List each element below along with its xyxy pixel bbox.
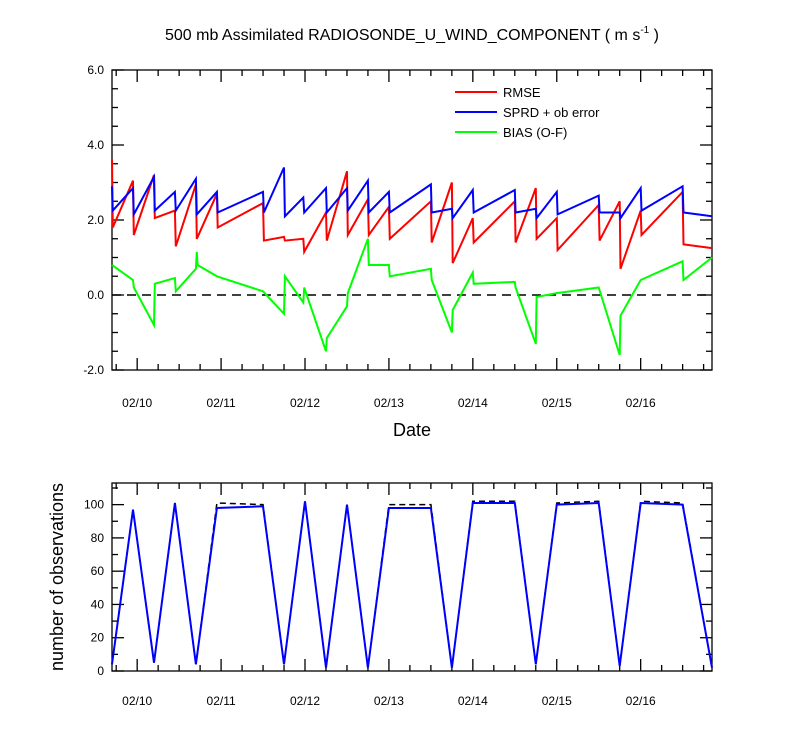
bottom-y-tick-label: 60 xyxy=(91,564,105,578)
top-x-tick-label: 02/10 xyxy=(122,396,152,410)
bottom-x-tick-label: 02/14 xyxy=(458,694,488,708)
series-line-rmse xyxy=(111,159,713,270)
top-y-tick-label: -2.0 xyxy=(83,363,104,377)
top-x-tick-label: 02/11 xyxy=(207,396,236,410)
bottom-x-tick-label: 02/10 xyxy=(122,694,152,708)
bottom-x-tick-label: 02/13 xyxy=(374,694,404,708)
top-x-tick-label: 02/16 xyxy=(626,396,656,410)
bottom-y-tick-label: 20 xyxy=(91,631,105,645)
bottom-plot-panel: 02/10 02/11 02/12 02/13 02/14 02/15 02/16 0 20 40… xyxy=(84,482,713,708)
top-y-tick-label: 2.0 xyxy=(87,213,104,227)
top-x-tick-label: 02/12 xyxy=(290,396,320,410)
top-y-tick-label: 4.0 xyxy=(87,138,104,152)
bottom-y-tick-label: 40 xyxy=(91,597,105,611)
bottom-x-tick-label: 02/12 xyxy=(290,694,320,708)
top-plot-panel: 02/10 02/11 02/12 02/13 02/14 02/15 02/16 -2.0 0… xyxy=(83,63,713,410)
top-y-tick-label: 0.0 xyxy=(87,288,104,302)
y-axis-title-observations: number of observations xyxy=(47,483,67,671)
series-line-sprd-ob-error xyxy=(111,167,713,221)
legend-label: RMSE xyxy=(503,85,541,100)
bottom-y-tick-label: 80 xyxy=(91,531,105,545)
top-x-tick-label: 02/14 xyxy=(458,396,488,410)
top-x-tick-label: 02/15 xyxy=(542,396,572,410)
series-line-used xyxy=(111,501,713,668)
chart-title: 500 mb Assimilated RADIOSONDE_U_WIND_COM… xyxy=(165,25,659,44)
top-y-tick-label: 6.0 xyxy=(87,63,104,77)
top-x-tick-label: 02/13 xyxy=(374,396,404,410)
top-plot-frame xyxy=(111,69,713,371)
legend-label: BIAS (O-F) xyxy=(503,125,567,140)
x-axis-title: Date xyxy=(393,420,431,440)
legend-label: SPRD + ob error xyxy=(503,105,600,120)
legend: RMSE SPRD + ob error BIAS (O-F) xyxy=(455,85,600,140)
bottom-x-tick-label: 02/16 xyxy=(626,694,656,708)
series-line-bias-o-f xyxy=(111,238,713,356)
bottom-plot-frame xyxy=(111,482,713,672)
bottom-x-tick-label: 02/15 xyxy=(542,694,572,708)
bottom-y-tick-label: 0 xyxy=(97,664,104,678)
bottom-y-tick-label: 100 xyxy=(84,498,104,512)
bottom-x-tick-label: 02/11 xyxy=(207,694,236,708)
